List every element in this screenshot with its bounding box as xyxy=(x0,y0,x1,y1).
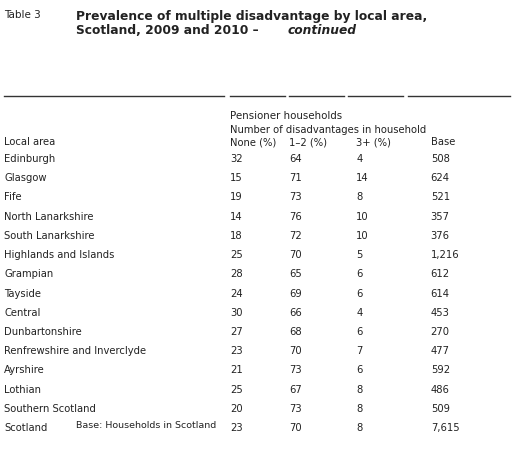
Text: 7,615: 7,615 xyxy=(431,423,460,433)
Text: Central: Central xyxy=(4,308,41,318)
Text: Grampian: Grampian xyxy=(4,269,53,279)
Text: 25: 25 xyxy=(230,250,243,260)
Text: 73: 73 xyxy=(289,192,302,202)
Text: Fife: Fife xyxy=(4,192,22,202)
Text: 19: 19 xyxy=(230,192,243,202)
Text: Local area: Local area xyxy=(4,137,56,147)
Text: 73: 73 xyxy=(289,404,302,414)
Text: 71: 71 xyxy=(289,173,302,183)
Text: Renfrewshire and Inverclyde: Renfrewshire and Inverclyde xyxy=(4,346,146,356)
Text: 67: 67 xyxy=(289,385,302,395)
Text: 453: 453 xyxy=(431,308,450,318)
Text: Ayrshire: Ayrshire xyxy=(4,365,45,376)
Text: 69: 69 xyxy=(289,289,302,299)
Text: 70: 70 xyxy=(289,346,302,356)
Text: 15: 15 xyxy=(230,173,243,183)
Text: 14: 14 xyxy=(356,173,369,183)
Text: 1,216: 1,216 xyxy=(431,250,460,260)
Text: Number of disadvantages in household: Number of disadvantages in household xyxy=(230,125,427,136)
Text: 3+ (%): 3+ (%) xyxy=(356,137,391,147)
Text: 8: 8 xyxy=(356,385,362,395)
Text: 270: 270 xyxy=(431,327,450,337)
Text: 65: 65 xyxy=(289,269,302,279)
Text: 357: 357 xyxy=(431,212,450,222)
Text: 521: 521 xyxy=(431,192,450,202)
Text: 4: 4 xyxy=(356,154,362,164)
Text: 64: 64 xyxy=(289,154,302,164)
Text: 1–2 (%): 1–2 (%) xyxy=(289,137,327,147)
Text: 24: 24 xyxy=(230,289,243,299)
Text: 508: 508 xyxy=(431,154,450,164)
Text: 21: 21 xyxy=(230,365,243,376)
Text: 25: 25 xyxy=(230,385,243,395)
Text: Lothian: Lothian xyxy=(4,385,41,395)
Text: 592: 592 xyxy=(431,365,450,376)
Text: 6: 6 xyxy=(356,365,362,376)
Text: 14: 14 xyxy=(230,212,243,222)
Text: Dunbartonshire: Dunbartonshire xyxy=(4,327,82,337)
Text: continued: continued xyxy=(288,24,357,37)
Text: Southern Scotland: Southern Scotland xyxy=(4,404,96,414)
Text: 72: 72 xyxy=(289,231,302,241)
Text: Glasgow: Glasgow xyxy=(4,173,47,183)
Text: 23: 23 xyxy=(230,346,243,356)
Text: 18: 18 xyxy=(230,231,243,241)
Text: Base: Base xyxy=(431,137,455,147)
Text: 4: 4 xyxy=(356,308,362,318)
Text: Table 3: Table 3 xyxy=(4,10,41,20)
Text: 6: 6 xyxy=(356,289,362,299)
Text: Tayside: Tayside xyxy=(4,289,41,299)
Text: North Lanarkshire: North Lanarkshire xyxy=(4,212,94,222)
Text: 30: 30 xyxy=(230,308,243,318)
Text: Scotland, 2009 and 2010 –: Scotland, 2009 and 2010 – xyxy=(76,24,263,37)
Text: 27: 27 xyxy=(230,327,243,337)
Text: None (%): None (%) xyxy=(230,137,277,147)
Text: Edinburgh: Edinburgh xyxy=(4,154,56,164)
Text: 8: 8 xyxy=(356,404,362,414)
Text: 28: 28 xyxy=(230,269,243,279)
Text: Scotland: Scotland xyxy=(4,423,47,433)
Text: 66: 66 xyxy=(289,308,302,318)
Text: 70: 70 xyxy=(289,250,302,260)
Text: 20: 20 xyxy=(230,404,243,414)
Text: 8: 8 xyxy=(356,192,362,202)
Text: 477: 477 xyxy=(431,346,450,356)
Text: 23: 23 xyxy=(230,423,243,433)
Text: Base: Households in Scotland: Base: Households in Scotland xyxy=(76,421,216,431)
Text: 73: 73 xyxy=(289,365,302,376)
Text: 5: 5 xyxy=(356,250,362,260)
Text: 68: 68 xyxy=(289,327,302,337)
Text: 76: 76 xyxy=(289,212,302,222)
Text: 6: 6 xyxy=(356,269,362,279)
Text: 376: 376 xyxy=(431,231,450,241)
Text: 7: 7 xyxy=(356,346,362,356)
Text: 10: 10 xyxy=(356,212,369,222)
Text: 8: 8 xyxy=(356,423,362,433)
Text: South Lanarkshire: South Lanarkshire xyxy=(4,231,95,241)
Text: 10: 10 xyxy=(356,231,369,241)
Text: 486: 486 xyxy=(431,385,450,395)
Text: 6: 6 xyxy=(356,327,362,337)
Text: Highlands and Islands: Highlands and Islands xyxy=(4,250,115,260)
Text: 509: 509 xyxy=(431,404,450,414)
Text: 614: 614 xyxy=(431,289,450,299)
Text: Pensioner households: Pensioner households xyxy=(230,111,342,121)
Text: 32: 32 xyxy=(230,154,243,164)
Text: 70: 70 xyxy=(289,423,302,433)
Text: Prevalence of multiple disadvantage by local area,: Prevalence of multiple disadvantage by l… xyxy=(76,10,427,23)
Text: 624: 624 xyxy=(431,173,450,183)
Text: 612: 612 xyxy=(431,269,450,279)
